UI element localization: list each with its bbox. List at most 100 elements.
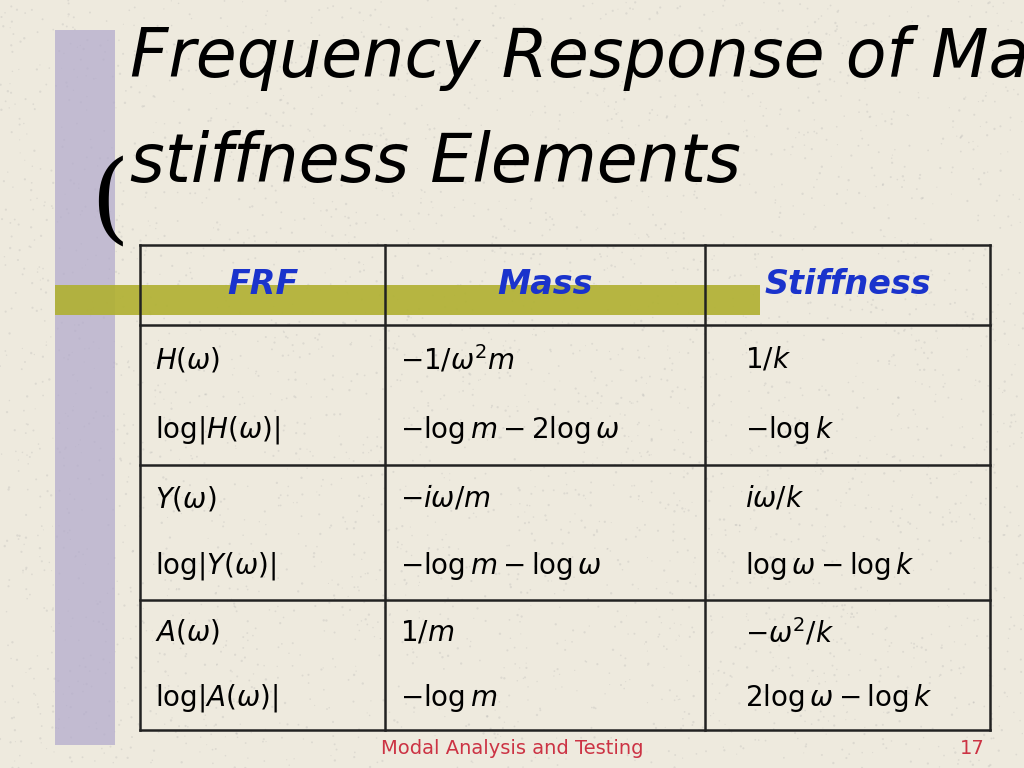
Point	[152, 480, 168, 492]
Point	[225, 695, 242, 707]
Point	[673, 618, 689, 631]
Point	[62, 174, 79, 187]
Point	[897, 293, 913, 306]
Point	[563, 318, 580, 330]
Point	[589, 344, 605, 356]
Point	[399, 68, 416, 80]
Point	[75, 316, 91, 329]
Point	[249, 643, 265, 655]
Point	[915, 346, 932, 359]
Point	[249, 145, 265, 157]
Point	[679, 322, 695, 334]
Point	[420, 119, 436, 131]
Point	[614, 564, 631, 576]
Point	[523, 252, 540, 264]
Point	[793, 382, 809, 394]
Point	[791, 438, 807, 450]
Point	[966, 144, 982, 156]
Point	[1007, 620, 1023, 632]
Point	[311, 4, 328, 16]
Point	[1007, 409, 1023, 421]
Point	[286, 171, 302, 184]
Point	[500, 400, 516, 412]
Point	[494, 671, 510, 684]
Point	[221, 300, 238, 313]
Point	[219, 129, 236, 141]
Point	[177, 495, 194, 508]
Point	[381, 21, 397, 33]
Point	[502, 632, 518, 644]
Point	[589, 452, 605, 464]
Point	[497, 161, 513, 174]
Point	[342, 604, 358, 616]
Point	[610, 349, 627, 361]
Point	[194, 197, 210, 209]
Point	[819, 3, 836, 15]
Point	[903, 684, 920, 696]
Point	[899, 283, 915, 296]
Point	[257, 505, 273, 518]
Point	[691, 724, 708, 737]
Point	[983, 733, 999, 745]
Point	[406, 402, 422, 414]
Point	[572, 234, 589, 247]
Point	[601, 594, 617, 607]
Point	[745, 343, 762, 356]
Point	[372, 632, 388, 644]
Point	[245, 167, 261, 180]
Point	[367, 631, 383, 643]
Point	[710, 546, 726, 558]
Point	[399, 649, 416, 661]
Point	[761, 601, 777, 614]
Point	[183, 449, 200, 462]
Point	[691, 22, 708, 34]
Point	[668, 276, 684, 289]
Point	[842, 483, 858, 495]
Point	[667, 505, 683, 518]
Point	[358, 138, 375, 151]
Point	[616, 430, 633, 442]
Point	[305, 551, 322, 563]
Point	[993, 724, 1010, 737]
Point	[510, 716, 526, 728]
Point	[787, 439, 804, 451]
Point	[691, 665, 708, 677]
Point	[73, 237, 89, 250]
Point	[732, 19, 749, 31]
Point	[453, 364, 469, 376]
Point	[811, 677, 827, 690]
Point	[194, 144, 210, 156]
Point	[95, 654, 112, 666]
Point	[985, 0, 1001, 12]
Point	[381, 342, 397, 354]
Point	[110, 60, 126, 72]
Point	[228, 727, 245, 740]
Point	[457, 99, 473, 111]
Point	[113, 452, 129, 465]
Point	[737, 327, 754, 339]
Point	[702, 710, 719, 722]
Point	[67, 551, 83, 563]
Point	[251, 696, 267, 708]
Point	[625, 36, 641, 48]
Point	[690, 263, 707, 276]
Point	[148, 217, 165, 230]
Point	[731, 525, 748, 538]
Point	[19, 483, 36, 495]
Point	[933, 449, 949, 462]
Point	[706, 707, 722, 720]
Point	[622, 217, 638, 230]
Point	[0, 213, 10, 225]
Point	[418, 133, 434, 145]
Point	[813, 10, 829, 22]
Point	[725, 300, 741, 313]
Point	[138, 624, 155, 637]
Point	[638, 138, 654, 151]
Point	[801, 27, 817, 39]
Point	[474, 275, 490, 287]
Point	[874, 719, 891, 731]
Point	[461, 102, 477, 114]
Point	[396, 319, 413, 331]
Point	[163, 489, 179, 502]
Point	[273, 548, 290, 560]
